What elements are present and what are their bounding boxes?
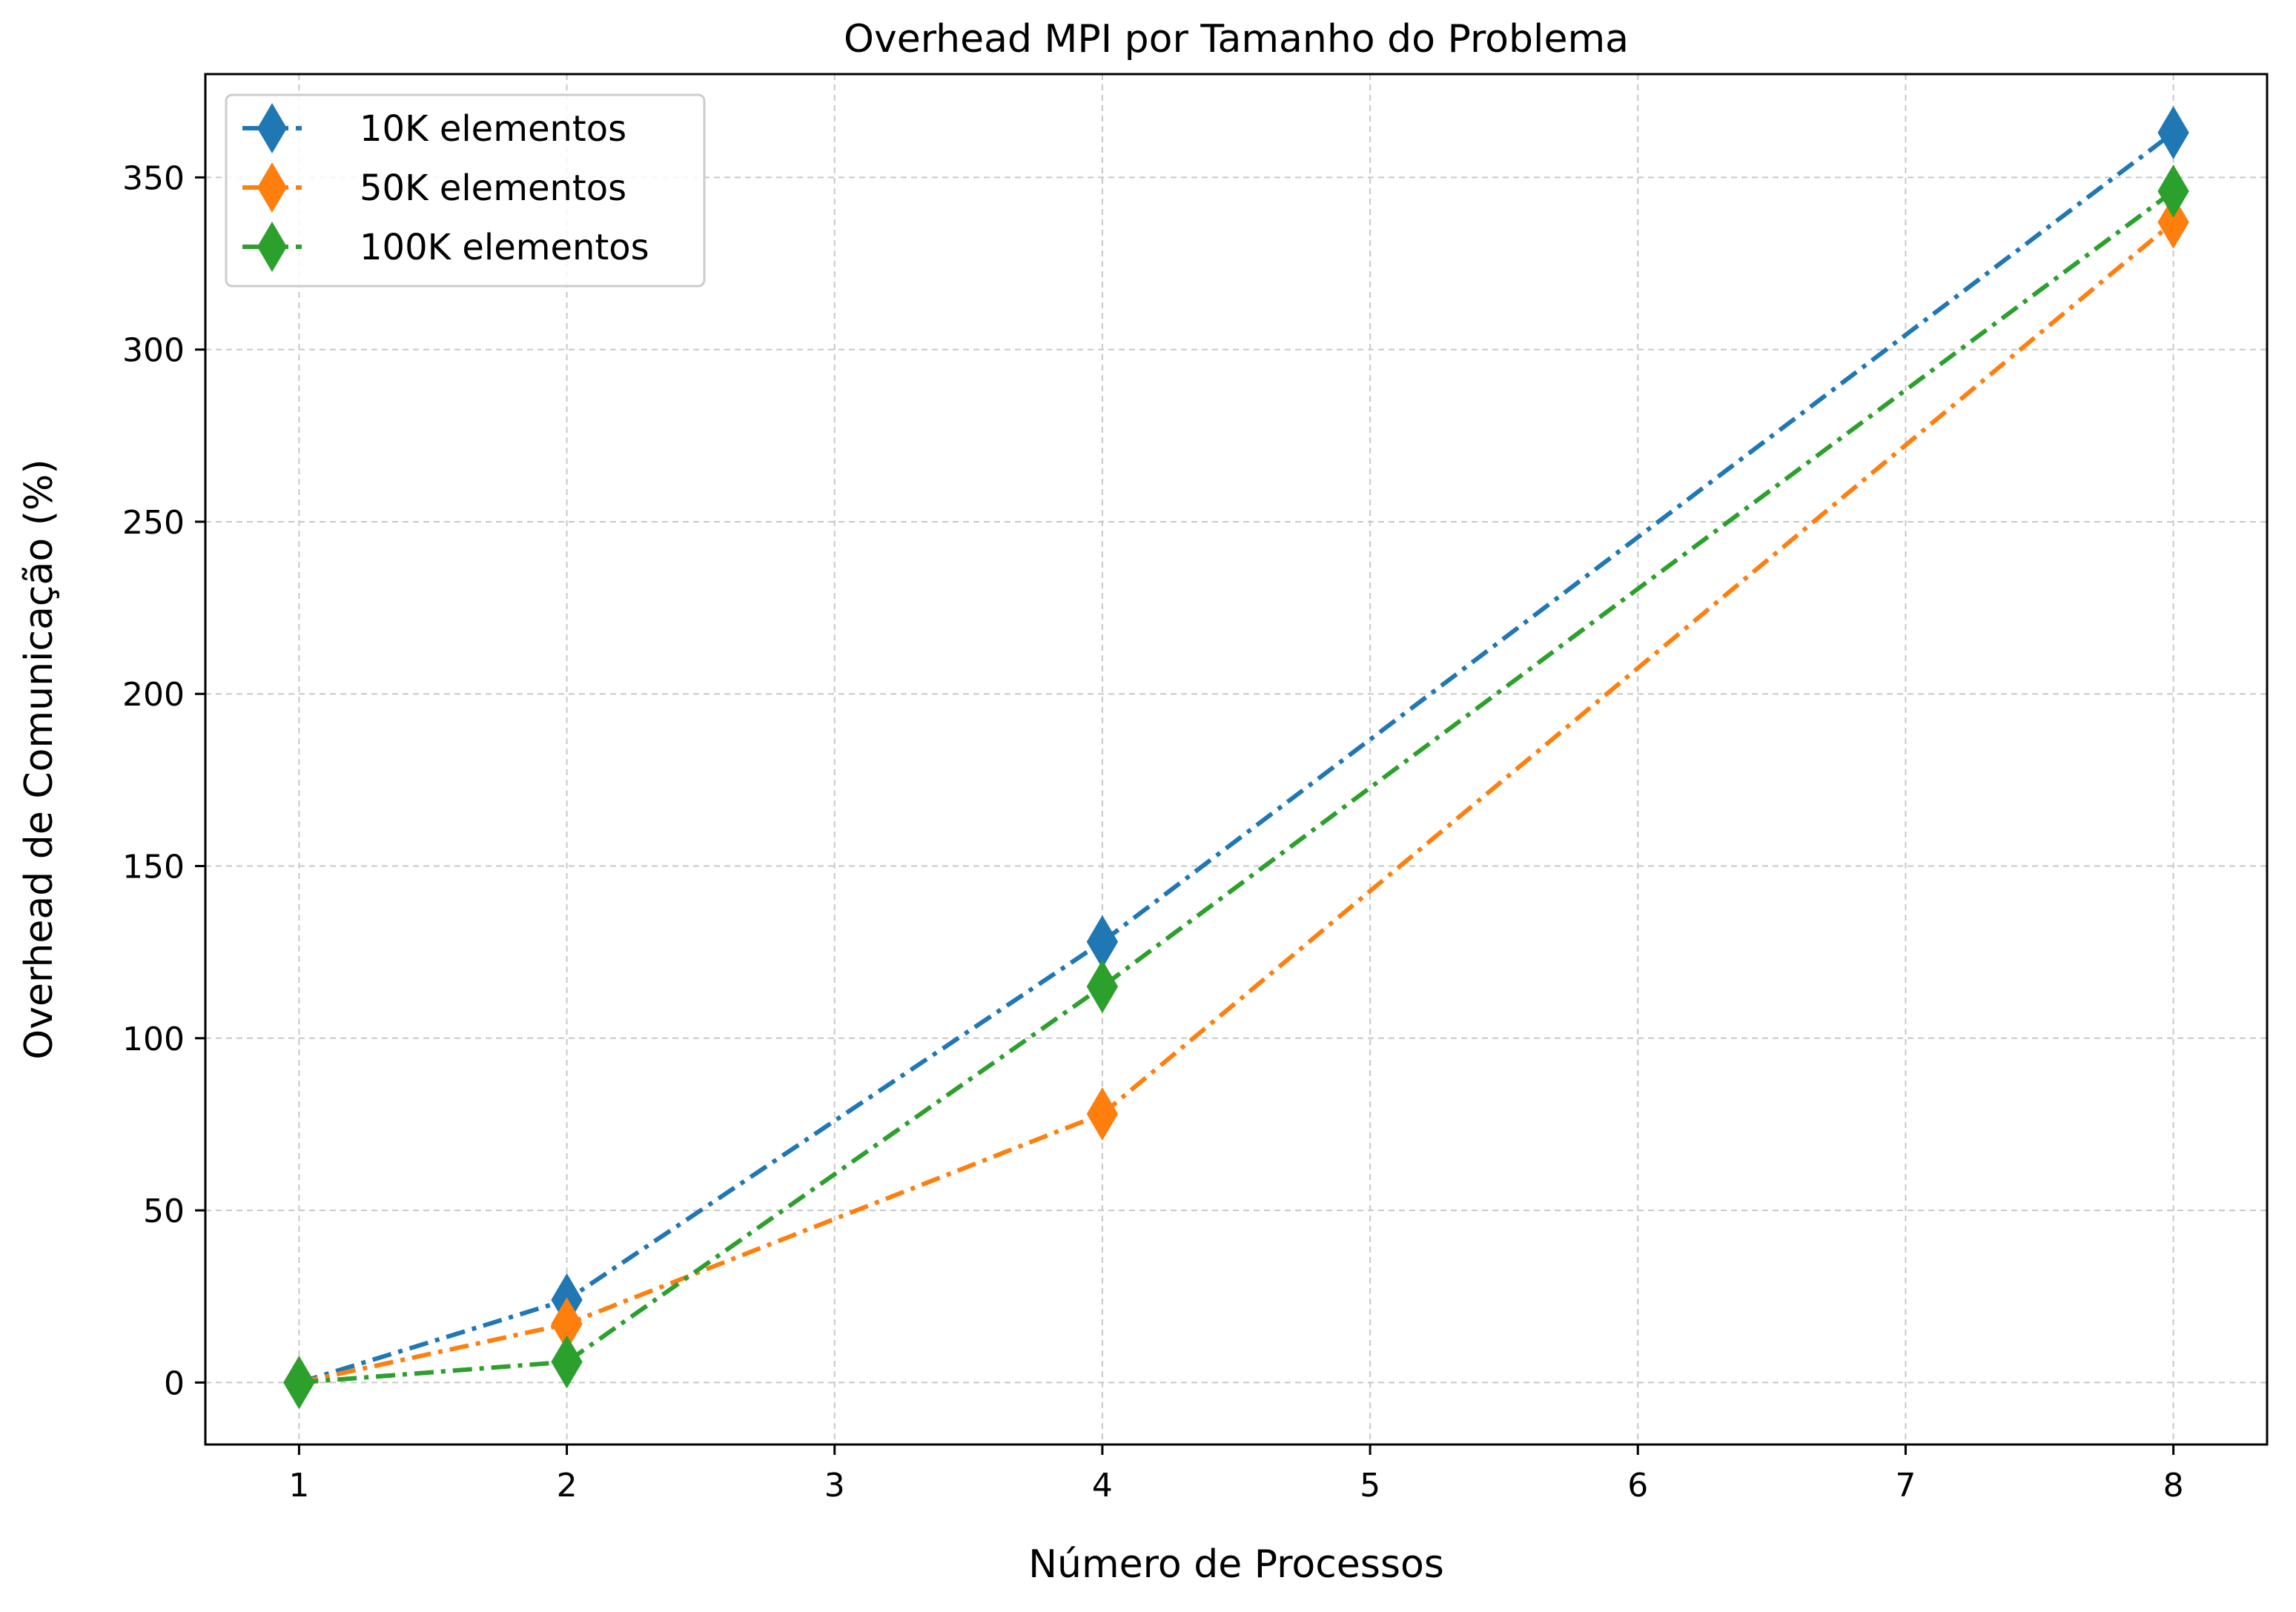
chart-title: Overhead MPI por Tamanho do Problema (844, 17, 1629, 62)
y-tick-label: 100 (122, 1021, 185, 1058)
legend-marker (257, 162, 287, 213)
series-line (299, 189, 2175, 1385)
data-point (1086, 960, 1119, 1014)
axis-ticks: 1 2 3 4 5 6 7 8 0 50 100 150 200 250 300 350 (122, 159, 2184, 1505)
y-tick-label: 150 (122, 849, 185, 886)
legend-marker (257, 103, 287, 153)
y-tick-label: 300 (122, 332, 185, 370)
x-tick-label: 5 (1360, 1467, 1380, 1505)
x-tick-label: 6 (1627, 1467, 1648, 1505)
data-point (551, 1335, 583, 1389)
x-tick-label: 8 (2163, 1467, 2184, 1505)
y-tick-label: 50 (143, 1193, 185, 1230)
x-axis-label: Número de Processos (1028, 1542, 1444, 1587)
plot-frame (204, 73, 2269, 1446)
x-tick-label: 3 (824, 1467, 845, 1505)
data-point (1086, 1087, 1119, 1141)
data-point (283, 1356, 315, 1410)
legend-item: 50K elementos (242, 162, 626, 213)
legend-item: 10K elementos (242, 103, 626, 153)
x-tick-label: 4 (1092, 1467, 1113, 1505)
legend-label: 100K elementos (360, 227, 649, 268)
series-3 (283, 164, 2189, 1410)
series-lines (283, 106, 2189, 1410)
legend-label: 10K elementos (360, 108, 626, 150)
x-tick-label: 1 (288, 1467, 309, 1505)
y-axis-label: Overhead de Comunicação (%) (17, 459, 62, 1059)
data-point (2157, 164, 2189, 218)
series-line (298, 220, 2175, 1385)
legend-box (225, 93, 706, 288)
x-tick-label: 2 (557, 1467, 578, 1505)
grid (205, 74, 2267, 1445)
y-tick-label: 200 (122, 676, 185, 714)
series-line (298, 130, 2175, 1385)
legend-marker (257, 222, 287, 272)
data-point (2157, 195, 2189, 249)
y-tick-label: 350 (122, 159, 185, 197)
legend-item: 100K elementos (242, 222, 649, 272)
x-tick-label: 7 (1895, 1467, 1916, 1505)
y-tick-label: 250 (122, 504, 185, 542)
legend-label: 50K elementos (360, 167, 626, 209)
y-tick-label: 0 (164, 1364, 185, 1402)
legend: 10K elementos 50K elementos 100K elementos (225, 93, 706, 288)
data-point (2157, 106, 2189, 159)
